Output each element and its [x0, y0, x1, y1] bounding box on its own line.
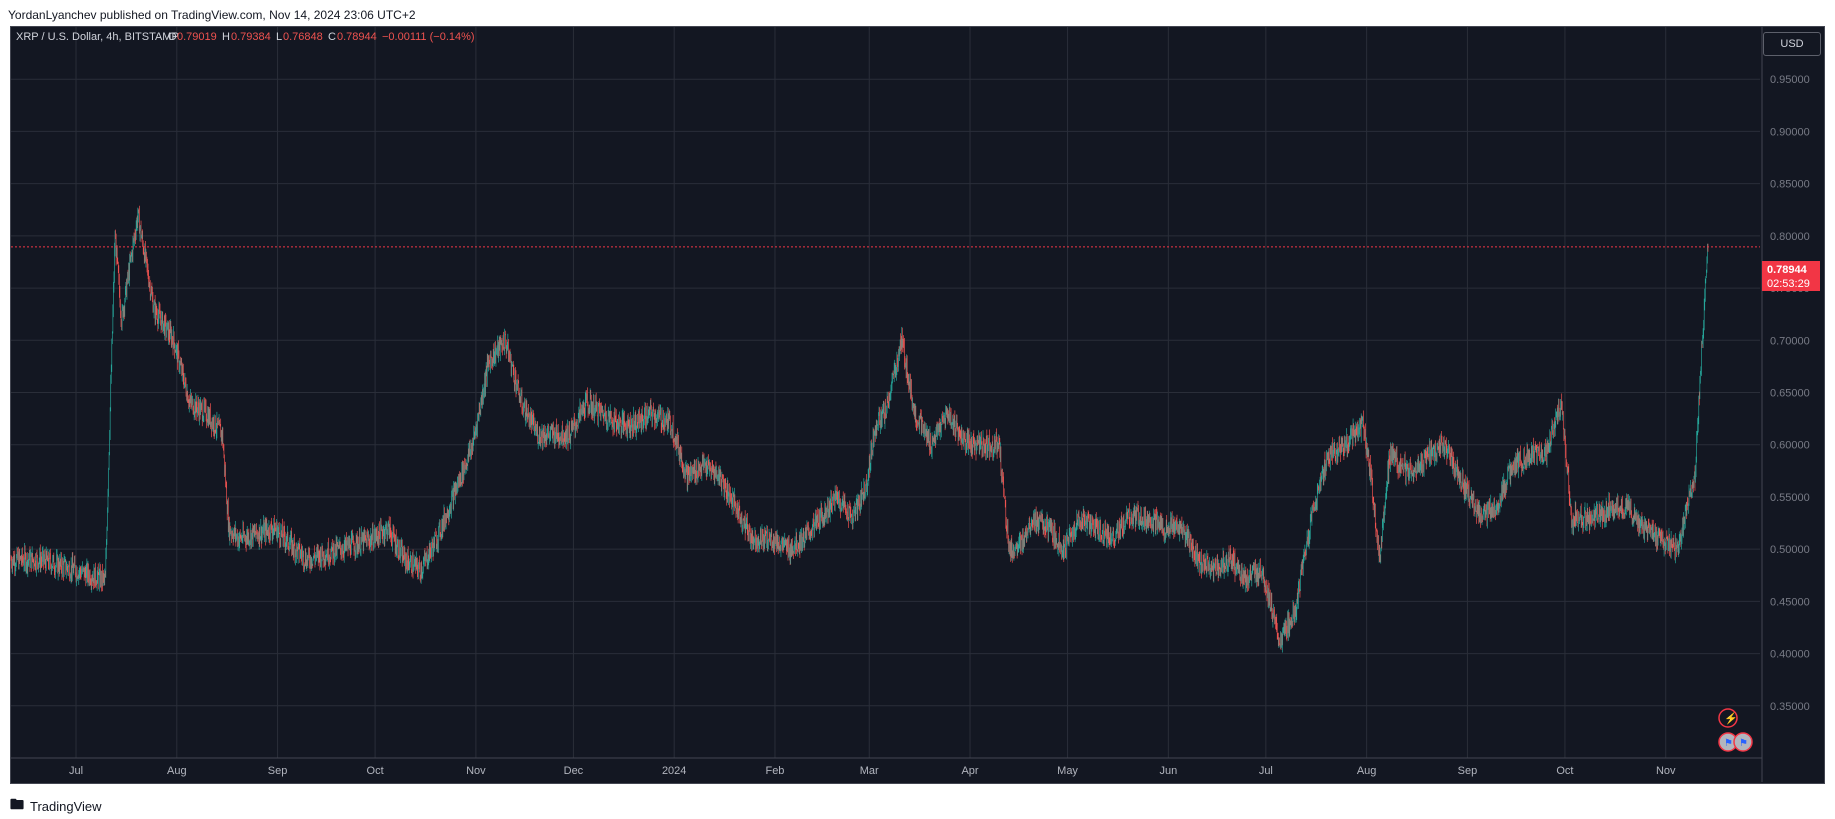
currency-button[interactable]: USD	[1763, 32, 1821, 56]
tradingview-brand-label: TradingView	[30, 798, 102, 814]
published-text: YordanLyanchev published on TradingView.…	[8, 8, 416, 22]
chart-panel[interactable]	[10, 26, 1825, 784]
footer: 🖿 TradingView	[0, 784, 1835, 819]
tradingview-brand[interactable]: 🖿 TradingView	[10, 794, 102, 818]
published-header: YordanLyanchev published on TradingView.…	[0, 0, 1835, 26]
tradingview-logo-icon: 🖿	[10, 796, 24, 812]
